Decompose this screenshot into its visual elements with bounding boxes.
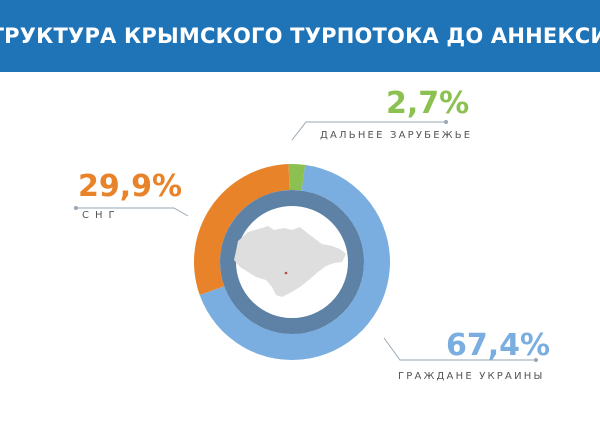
- leader-ukraine-dot: [534, 358, 538, 362]
- leader-ukraine: [383, 337, 536, 361]
- slice-0: [288, 164, 306, 191]
- crimea-map-icon: [234, 226, 346, 297]
- far-abroad-percent: 2,7%: [386, 86, 470, 121]
- cis-percent: 29,9%: [78, 169, 183, 204]
- cis-label: СНГ: [82, 210, 121, 221]
- leader-cis-dot: [74, 206, 78, 210]
- leader-far-abroad-dot: [444, 120, 448, 124]
- leader-far-abroad: [291, 121, 446, 141]
- inner-ring: [220, 190, 364, 334]
- ukraine-label: ГРАЖДАНЕ УКРАИНЫ: [398, 371, 545, 382]
- ukraine-percent: 67,4%: [446, 328, 551, 363]
- slice-2: [194, 164, 290, 295]
- capital-dot: [284, 271, 288, 275]
- page-title: СТРУКТУРА КРЫМСКОГО ТУРПОТОКА ДО АННЕКСИ…: [0, 24, 600, 48]
- far-abroad-label: ДАЛЬНЕЕ ЗАРУБЕЖЬЕ: [320, 130, 473, 141]
- leader-cis: [76, 207, 189, 217]
- header-bar: СТРУКТУРА КРЫМСКОГО ТУРПОТОКА ДО АННЕКСИ…: [0, 0, 600, 72]
